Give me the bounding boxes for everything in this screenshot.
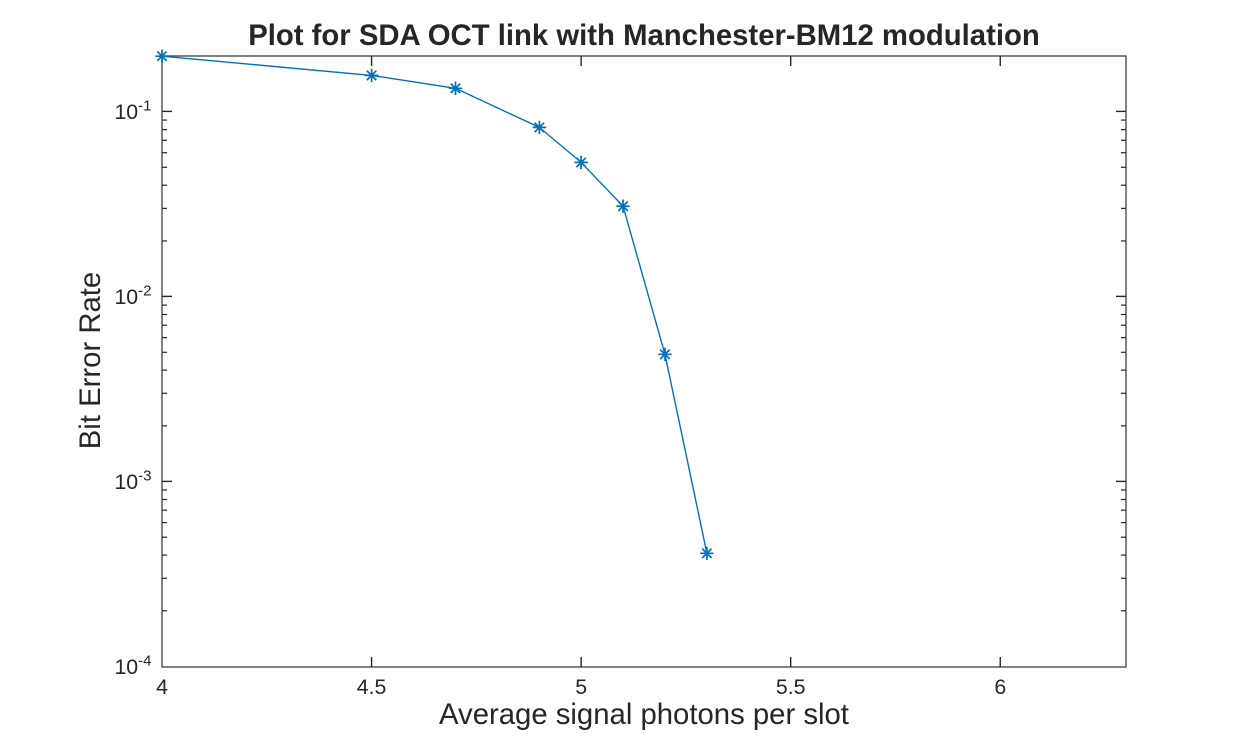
svg-text:10-1: 10-1 <box>114 98 151 125</box>
svg-text:10-2: 10-2 <box>114 283 151 310</box>
svg-text:Bit Error Rate: Bit Error Rate <box>74 272 107 449</box>
svg-text:Plot for SDA OCT link with Man: Plot for SDA OCT link with Manchester-BM… <box>248 19 1040 52</box>
svg-text:6: 6 <box>994 675 1006 699</box>
svg-text:5.5: 5.5 <box>776 675 806 699</box>
svg-text:4: 4 <box>156 675 168 699</box>
svg-text:Average signal photons per slo: Average signal photons per slot <box>439 698 849 731</box>
svg-text:5: 5 <box>575 675 587 699</box>
svg-text:4.5: 4.5 <box>357 675 387 699</box>
svg-text:10-3: 10-3 <box>114 468 151 495</box>
svg-text:10-4: 10-4 <box>114 653 151 680</box>
